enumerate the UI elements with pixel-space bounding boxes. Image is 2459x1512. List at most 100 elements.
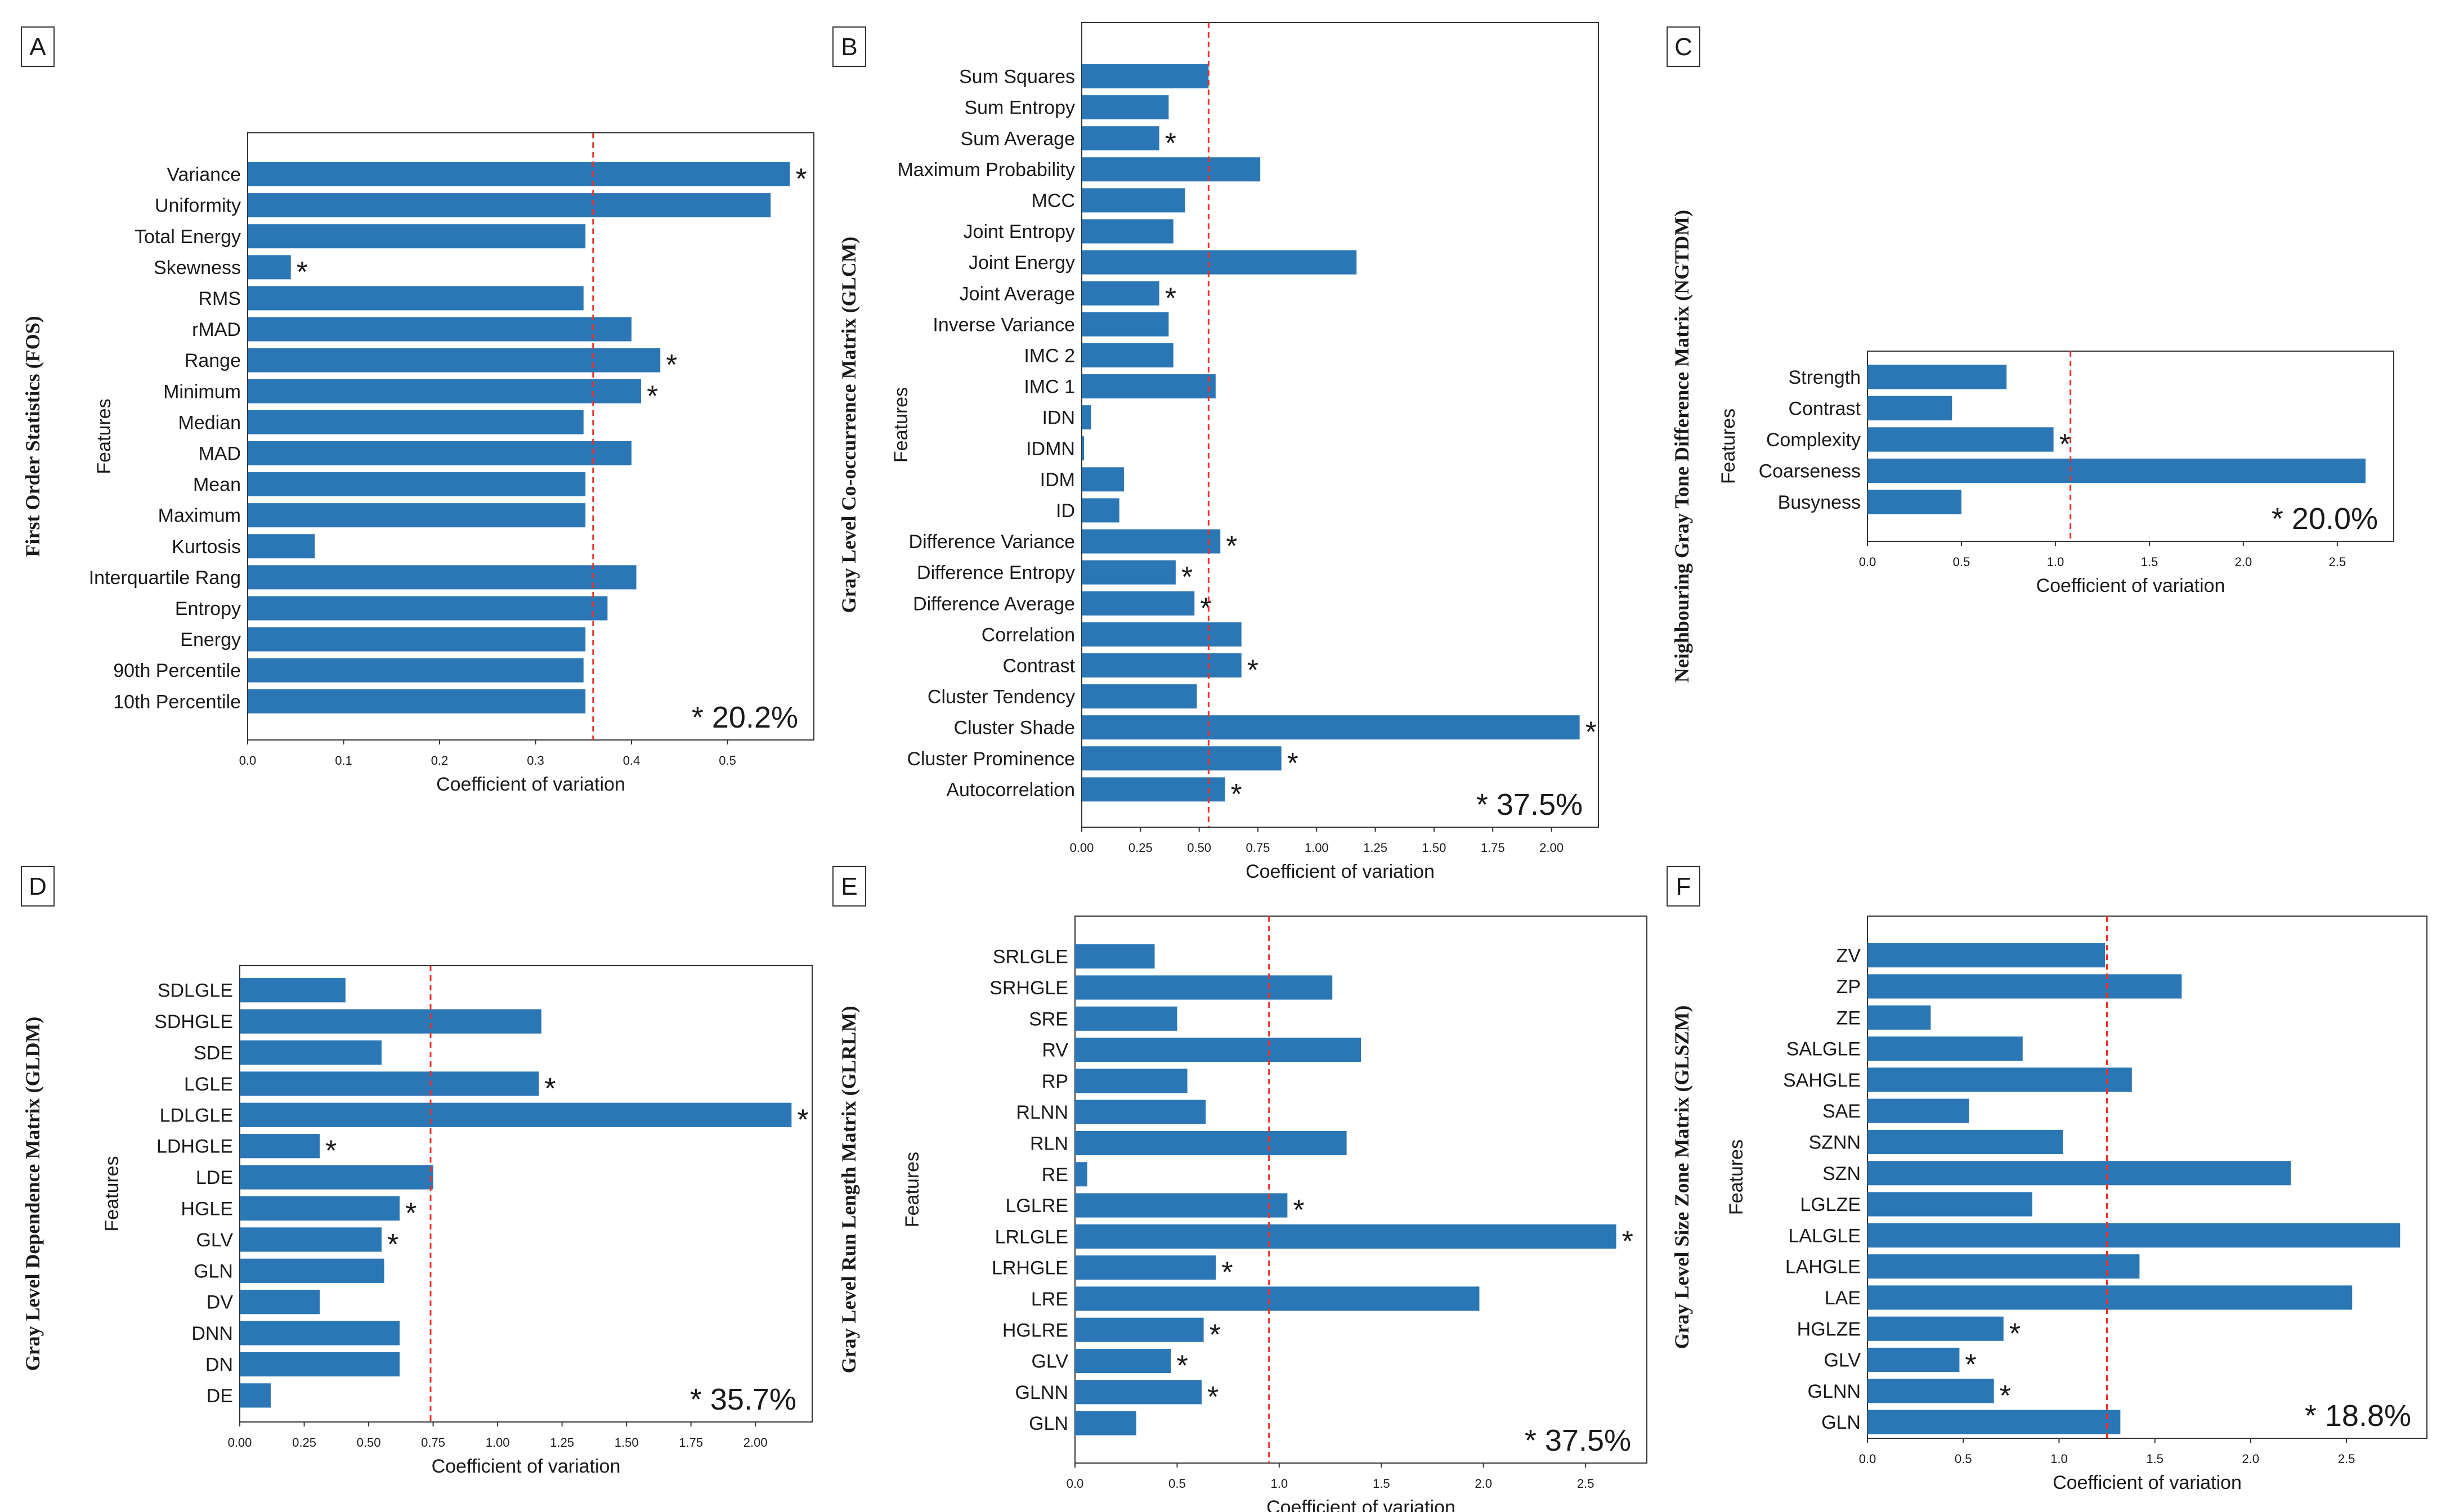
panel-e-letter: E (841, 873, 857, 900)
bar-b-17 (1082, 591, 1195, 616)
xtick-label-b-3: 0.75 (1246, 841, 1270, 855)
significance-star-e-8: * (1293, 1194, 1304, 1227)
feature-label-e-9: LRLGLE (995, 1226, 1068, 1248)
bar-d-8 (240, 1227, 382, 1252)
panel-e: E SRLGLE SRHGLE SRE RV RP RLNN RLN RE LGLRE * LRLGL… (832, 866, 1647, 1512)
feature-label-a-14: Entropy (175, 598, 241, 620)
significance-star-a-0: * (795, 163, 807, 196)
feature-label-d-5: LDHGLE (156, 1136, 233, 1157)
feature-label-d-3: LGLE (184, 1074, 233, 1095)
bar-b-15 (1082, 529, 1221, 554)
feature-label-b-23: Autocorrelation (946, 779, 1075, 801)
percentage-annotation-f: * 18.8% (2305, 1399, 2411, 1433)
bar-f-0 (1867, 943, 2106, 968)
bar-b-10 (1082, 374, 1216, 399)
feature-label-f-6: SZNN (1808, 1132, 1861, 1153)
panel-e-letter-box (832, 866, 866, 907)
xtick-label-f-1: 0.5 (1955, 1452, 1972, 1466)
bar-a-5 (248, 317, 632, 342)
feature-label-b-15: Difference Variance (909, 531, 1075, 553)
feature-label-f-0: ZV (1837, 945, 1861, 967)
bar-d-13 (240, 1383, 271, 1408)
bar-c-3 (1867, 458, 2366, 483)
bar-e-14 (1075, 1380, 1202, 1405)
bar-e-8 (1075, 1193, 1288, 1218)
bar-d-1 (240, 1009, 541, 1034)
bar-c-4 (1867, 490, 1961, 514)
panel-f: F ZV ZP ZE SALGLE SAHGLE SAE SZNN SZN LGLZE LALGLE… (1667, 866, 2427, 1493)
panel-a-letter: A (29, 33, 46, 61)
bar-a-11 (248, 503, 586, 528)
feature-label-b-3: Maximum Probability (897, 159, 1075, 181)
significance-star-b-15: * (1226, 530, 1237, 563)
panel-e-axes-frame (1074, 916, 1647, 1464)
bar-b-2 (1082, 126, 1159, 151)
feature-label-f-14: GLNN (1808, 1381, 1861, 1402)
significance-star-e-13: * (1177, 1350, 1188, 1383)
bar-f-2 (1867, 1005, 1931, 1030)
bar-f-8 (1867, 1192, 2032, 1217)
xlabel-d: Coefficient of variation (432, 1456, 621, 1477)
xtick-label-d-2: 0.50 (357, 1435, 381, 1450)
feature-label-a-13: Interquartile Rang (89, 567, 241, 589)
ylabel-features-a: Features (93, 398, 115, 474)
significance-star-d-8: * (387, 1228, 398, 1261)
feature-label-f-2: ZE (1837, 1007, 1861, 1029)
panel-f-letter: F (1676, 873, 1691, 900)
feature-label-d-8: GLV (196, 1230, 233, 1251)
feature-label-b-22: Cluster Prominence (907, 748, 1075, 770)
panel-f-letter-box (1667, 866, 1700, 907)
xtick-label-d-8: 2.00 (743, 1435, 768, 1450)
bar-e-5 (1075, 1100, 1206, 1124)
bar-e-1 (1075, 975, 1333, 1000)
panel-a-letter-box (21, 26, 55, 67)
xtick-label-b-8: 2.00 (1539, 841, 1564, 855)
xtick-label-e-1: 0.5 (1168, 1477, 1186, 1491)
xtick-label-a-1: 0.1 (335, 753, 352, 768)
bar-a-2 (248, 224, 586, 249)
feature-label-c-0: Strength (1788, 367, 1861, 388)
significance-star-b-17: * (1200, 592, 1211, 625)
bar-f-9 (1867, 1223, 2400, 1248)
bar-d-5 (240, 1134, 320, 1159)
xtick-label-d-6: 1.50 (615, 1435, 639, 1450)
bar-b-22 (1082, 746, 1282, 771)
feature-label-e-15: GLN (1029, 1413, 1068, 1434)
feature-label-a-15: Energy (180, 629, 241, 650)
xtick-label-a-5: 0.5 (719, 753, 736, 768)
bar-b-21 (1082, 715, 1580, 740)
panel-a-axes-frame (247, 132, 814, 741)
bar-a-6 (248, 348, 661, 373)
ylabel-features-e: Features (902, 1152, 923, 1227)
feature-label-b-0: Sum Squares (959, 66, 1075, 88)
significance-star-b-23: * (1231, 778, 1242, 811)
bar-b-6 (1082, 250, 1357, 275)
feature-label-d-0: SDLGLE (158, 980, 233, 1002)
panel-c-letter: C (1674, 33, 1692, 61)
xtick-label-b-7: 1.75 (1481, 841, 1505, 855)
xtick-label-e-4: 2.0 (1475, 1477, 1492, 1491)
bar-a-0 (248, 162, 790, 187)
feature-label-a-2: Total Energy (135, 226, 241, 248)
feature-label-a-0: Variance (167, 164, 241, 186)
significance-star-b-19: * (1247, 654, 1258, 687)
feature-label-c-2: Complexity (1766, 429, 1861, 451)
bar-b-14 (1082, 498, 1119, 523)
panel-d: D SDLGLE SDHGLE SDE LGLE * LDLGLE * LDHGLE * LDE HG… (21, 866, 813, 1477)
feature-label-f-12: HGLZE (1797, 1318, 1861, 1340)
bar-d-12 (240, 1352, 400, 1377)
feature-label-f-1: ZP (1837, 976, 1861, 998)
significance-star-d-3: * (544, 1073, 556, 1105)
bar-f-10 (1867, 1254, 2140, 1279)
feature-label-e-7: RE (1042, 1164, 1068, 1186)
bar-d-3 (240, 1071, 539, 1096)
significance-star-c-2: * (2059, 428, 2071, 461)
bar-b-19 (1082, 653, 1242, 678)
feature-label-b-16: Difference Entropy (917, 562, 1075, 584)
feature-label-a-1: Uniformity (155, 195, 241, 217)
percentage-annotation-a: * 20.2% (692, 701, 798, 734)
percentage-annotation-c: * 20.0% (2272, 502, 2378, 536)
ylabel-title-c: Neighbouring Gray Tone Difference Matrix… (1670, 210, 1693, 683)
xlabel-f: Coefficient of variation (2053, 1472, 2242, 1493)
feature-label-b-7: Joint Average (960, 283, 1075, 304)
